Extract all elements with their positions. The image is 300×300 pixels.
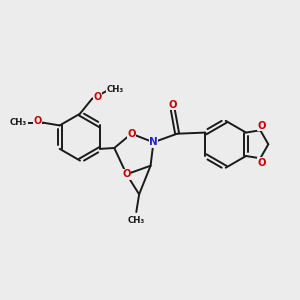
Text: O: O: [257, 158, 266, 168]
Text: O: O: [93, 92, 101, 102]
Text: O: O: [169, 100, 177, 110]
Text: O: O: [122, 169, 131, 179]
Text: O: O: [257, 121, 266, 131]
Text: N: N: [149, 137, 158, 147]
Text: O: O: [127, 129, 136, 139]
Text: CH₃: CH₃: [106, 85, 124, 94]
Text: CH₃: CH₃: [10, 118, 27, 127]
Text: O: O: [33, 116, 41, 126]
Text: CH₃: CH₃: [128, 215, 145, 224]
